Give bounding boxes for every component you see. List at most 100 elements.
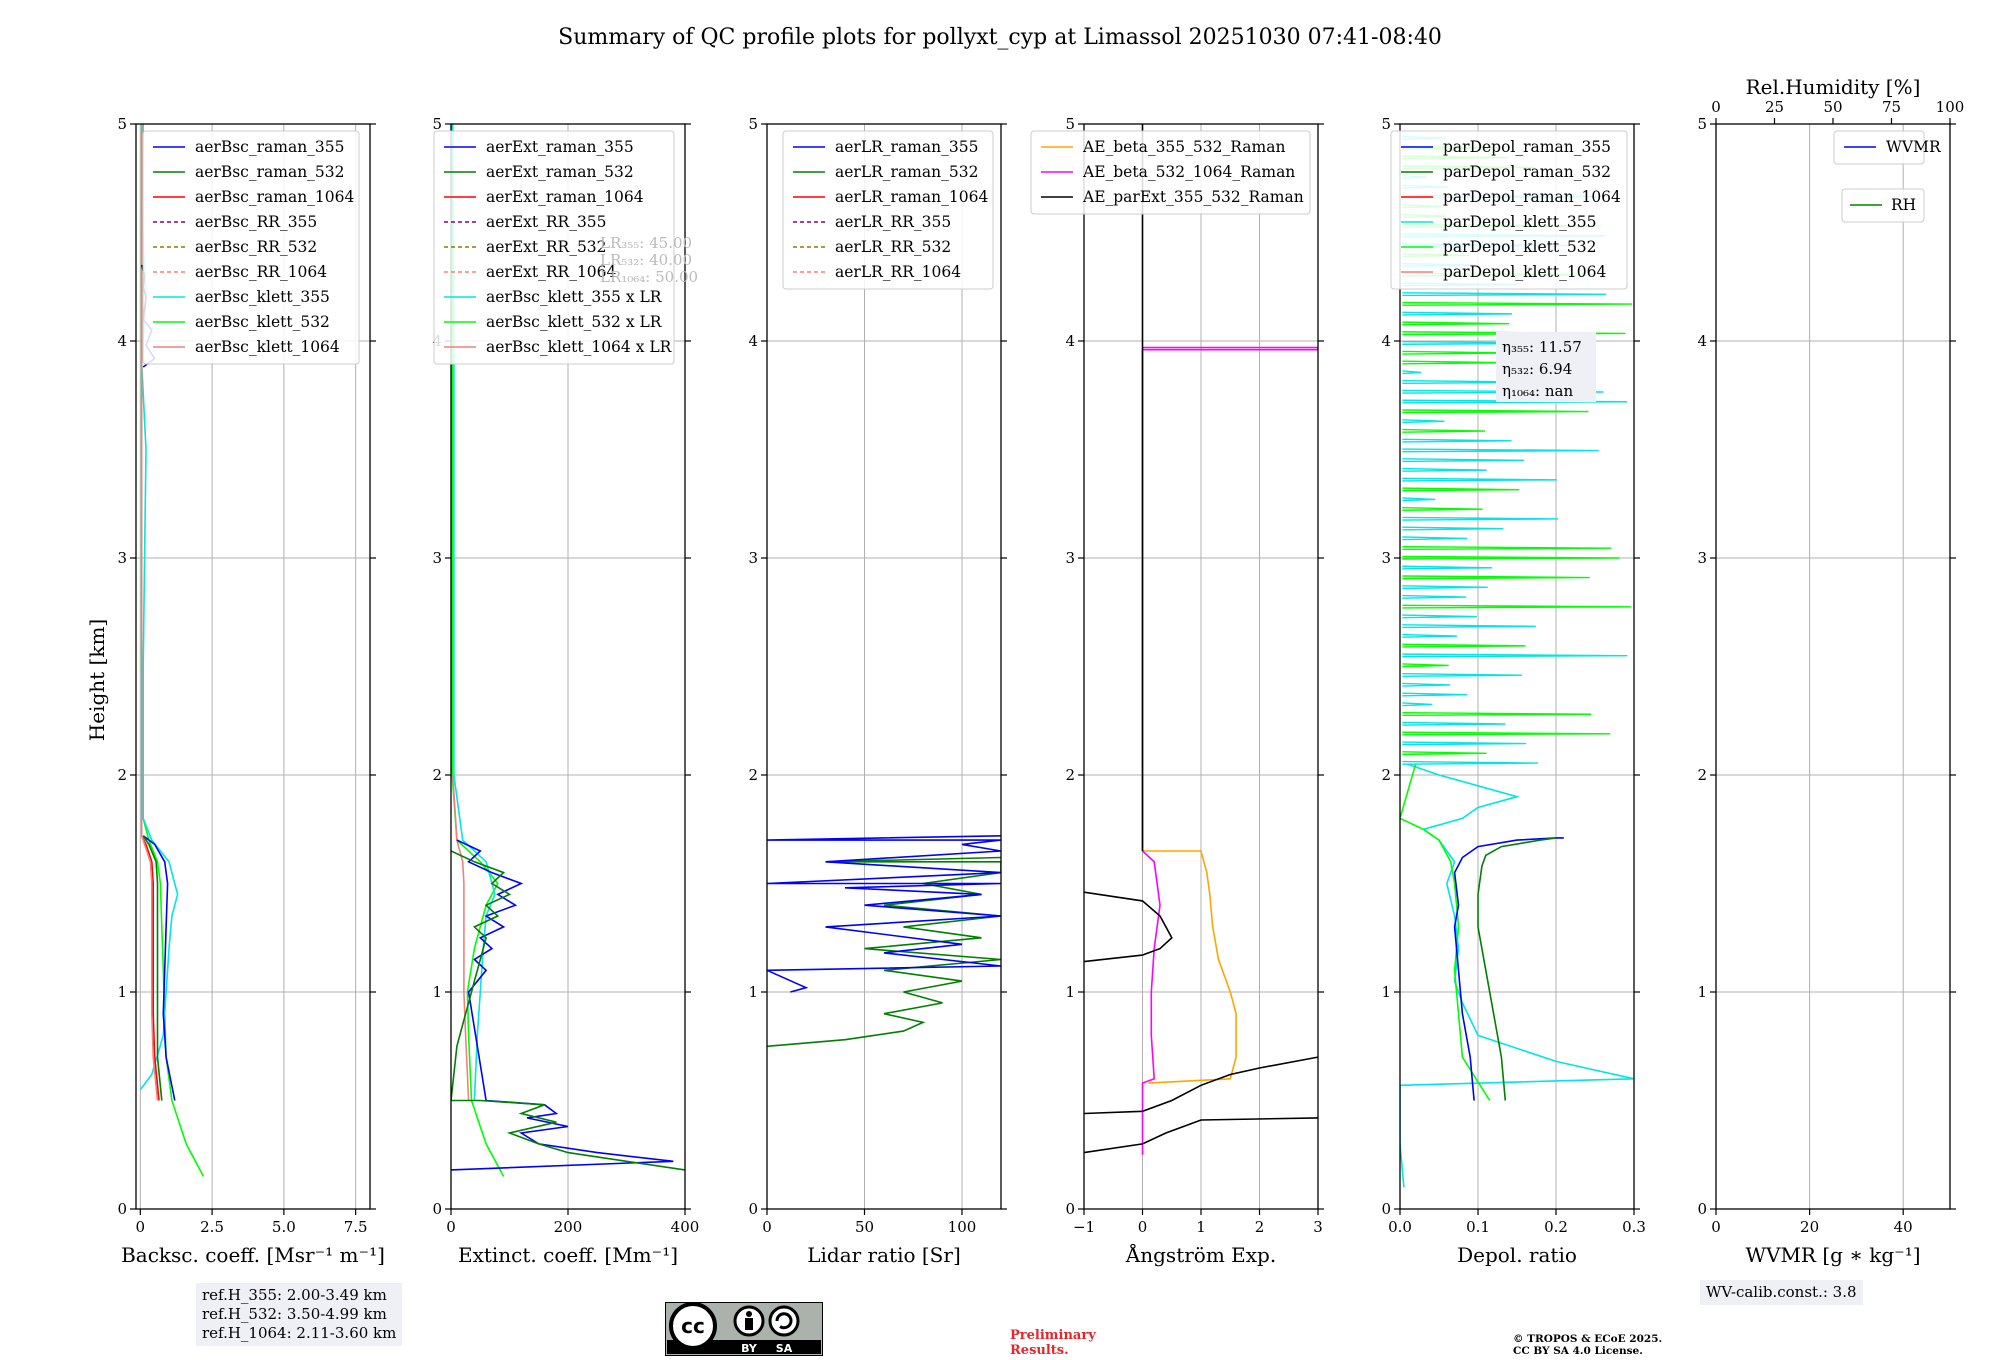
- series-group: [1400, 135, 1634, 1188]
- depol-noise-spike: [1402, 712, 1592, 717]
- cc-by-sa-logo: cc BY SA: [665, 1302, 823, 1356]
- y-tick-label: 1: [1697, 983, 1707, 1001]
- depol-noise-spike: [1402, 487, 1520, 492]
- y-tick-label: 4: [1065, 332, 1075, 350]
- y-tick-label: 5: [1065, 115, 1075, 133]
- y-tick-label: 4: [1697, 332, 1707, 350]
- depol-noise-spike: [1402, 311, 1512, 316]
- legend-label: aerLR_RR_1064: [835, 263, 961, 281]
- top-x-tick-label: 25: [1765, 98, 1784, 116]
- legend-label: WVMR: [1886, 138, 1942, 156]
- top-x-tick-label: 75: [1882, 98, 1901, 116]
- depol-noise-spike: [1402, 321, 1510, 326]
- depol-noise-spike: [1402, 663, 1449, 668]
- y-tick-label: 2: [1697, 766, 1707, 784]
- legend-box: [142, 130, 360, 365]
- legend-label: aerBsc_RR_355: [195, 213, 317, 231]
- series-aerLR_raman_532: [767, 856, 1001, 1048]
- depol-noise-spike: [1402, 575, 1590, 580]
- y-tick-label: 0: [117, 1200, 127, 1218]
- depol-noise-spike: [1402, 614, 1477, 619]
- by-label: BY: [741, 1342, 758, 1355]
- series-aerBsc_raman_355: [142, 835, 176, 1101]
- y-tick-label: 3: [117, 549, 127, 567]
- x-tick-label: 20: [1800, 1218, 1819, 1236]
- series-parDepol_raman_532: [1477, 837, 1557, 1101]
- y-tick-label: 2: [748, 766, 758, 784]
- depol-noise-spike: [1402, 477, 1557, 482]
- series-aerBsc_klett_1064 x LR: [452, 774, 470, 1101]
- x-axis-label-depol: Depol. ratio: [1457, 1243, 1577, 1267]
- x-axis-label-lr: Lidar ratio [Sr]: [807, 1243, 961, 1267]
- legend-label: aerBsc_RR_532: [195, 238, 317, 256]
- y-tick-label: 5: [1381, 115, 1391, 133]
- legend-label: aerLR_raman_532: [835, 163, 978, 181]
- depol-noise-spike: [1402, 565, 1493, 570]
- legend-label: aerLR_raman_1064: [835, 188, 988, 206]
- y-tick-label: 0: [1697, 1200, 1707, 1218]
- depol-noise-spike: [1402, 370, 1421, 375]
- depol-noise-spike: [1402, 653, 1628, 658]
- depol-noise-spike: [1402, 409, 1589, 414]
- y-tick-label: 4: [748, 332, 758, 350]
- y-tick-label: 1: [432, 983, 442, 1001]
- eta-value: η₁₀₆₄: nan: [1502, 382, 1573, 400]
- x-tick-label: 0: [136, 1218, 146, 1236]
- series-AE_parExt_355_532_Raman_3: [1084, 891, 1173, 963]
- depol-noise-spike: [1402, 692, 1467, 697]
- x-tick-label: 0: [446, 1218, 456, 1236]
- x-tick-label: 3: [1313, 1218, 1323, 1236]
- eta-value: η₃₅₅: 11.57: [1502, 338, 1582, 356]
- share-alike-icon: [768, 1305, 800, 1337]
- depol-noise-spike: [1402, 419, 1445, 424]
- depol-noise-spike: [1402, 731, 1611, 736]
- legend-label: aerExt_RR_532: [486, 238, 607, 256]
- legend-label: parDepol_klett_1064: [1443, 263, 1606, 281]
- x-tick-label: 50: [855, 1218, 874, 1236]
- x-tick-label: 5.0: [272, 1218, 296, 1236]
- x-tick-label: 0.1: [1466, 1218, 1490, 1236]
- legend-label: aerBsc_raman_1064: [195, 188, 355, 206]
- series-group: [767, 835, 1001, 1048]
- x-axis-label-ext: Extinct. coeff. [Mm⁻¹]: [458, 1243, 678, 1267]
- legend-label: aerBsc_raman_532: [195, 163, 345, 181]
- depol-noise-spike: [1402, 360, 1509, 365]
- y-tick-label: 0: [1065, 1200, 1075, 1218]
- wv-calib-const: WV-calib.const.: 3.8: [1706, 1283, 1857, 1301]
- depol-noise-spike: [1402, 751, 1487, 756]
- series-aerBsc_klett_1064: [140, 124, 159, 1101]
- legend-box: [1833, 130, 1925, 165]
- license-line: CC BY SA 4.0 License.: [1513, 1345, 1643, 1357]
- preliminary-line-2: Results.: [1010, 1343, 1069, 1358]
- depol-noise-spike: [1402, 292, 1607, 297]
- y-tick-label: 1: [1065, 983, 1075, 1001]
- top-x-axis-label: Rel.Humidity [%]: [1746, 75, 1921, 99]
- legend-box: [1390, 130, 1628, 290]
- y-tick-label: 4: [1381, 332, 1391, 350]
- series-parDepol_klett_355: [1400, 763, 1634, 1188]
- legend-label: parDepol_klett_355: [1443, 213, 1596, 231]
- x-tick-label: 0.2: [1544, 1218, 1568, 1236]
- x-axis-label-bsc: Backsc. coeff. [Msr⁻¹ m⁻¹]: [121, 1243, 385, 1267]
- depol-noise-spike: [1402, 399, 1628, 404]
- x-tick-label: 0: [1138, 1218, 1148, 1236]
- series-group: [1084, 124, 1318, 1155]
- series-AE_parExt_355_532_Raman: [1084, 1117, 1318, 1154]
- depol-noise-spike: [1402, 467, 1487, 472]
- series-AE_beta_532_1064_Raman: [1141, 346, 1318, 1155]
- x-tick-label: 7.5: [344, 1218, 368, 1236]
- top-x-tick-label: 50: [1823, 98, 1842, 116]
- y-axis-label: Height [km]: [85, 619, 109, 741]
- legend-box: [1030, 130, 1311, 215]
- axes-frame: [766, 123, 1002, 1210]
- depol-noise-spike: [1402, 555, 1620, 560]
- axes-frame: [135, 123, 371, 1210]
- legend-box: [782, 130, 994, 290]
- y-tick-label: 0: [748, 1200, 758, 1218]
- x-tick-label: 200: [554, 1218, 583, 1236]
- y-tick-label: 0: [432, 1200, 442, 1218]
- legend-box: [433, 130, 675, 365]
- legend2-box: [1841, 188, 1925, 223]
- depol-noise-spike: [1402, 721, 1506, 726]
